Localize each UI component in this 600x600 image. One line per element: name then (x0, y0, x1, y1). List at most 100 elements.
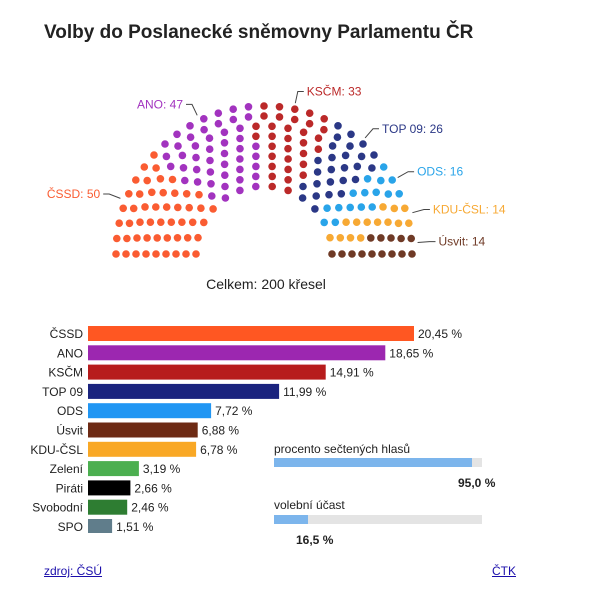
seat-cssd (142, 250, 150, 258)
bar-value-ods: 7,72 % (215, 404, 253, 418)
seat-top-09 (328, 153, 336, 162)
bar-label-cssd: ČSSD (50, 326, 84, 341)
seat-ano (207, 180, 215, 188)
seat-ano (206, 156, 214, 165)
parliament-labels: ČSSD: 50 ANO: 47 KSČM: 33 TOP 09: 26 ODS: 16… (47, 84, 506, 249)
seat-cssd (143, 176, 151, 185)
seat-ano (166, 162, 175, 171)
seat-top-09 (370, 151, 378, 159)
seat-kdu-csl (356, 234, 365, 242)
seat-cssd (188, 218, 197, 227)
seat-cssd (182, 190, 191, 198)
bar-value-svobodni: 2,46 % (131, 501, 169, 515)
seat-kscm (268, 182, 277, 191)
agency-link[interactable]: ČTK (492, 564, 516, 578)
seat-kscm (320, 125, 328, 134)
seat-kscm (314, 134, 323, 142)
seat-ods (372, 188, 381, 197)
bar-value-ano: 18,65 % (389, 346, 433, 360)
total-seats-label: Celkem: 200 křesel (206, 276, 326, 292)
seat-kscm (268, 122, 276, 131)
seat-cssd (152, 164, 160, 172)
seat-ano (252, 162, 260, 171)
bar-label-svobodni: Svobodní (32, 501, 83, 515)
label-connector-kscm (294, 91, 304, 104)
seat-ods (346, 203, 355, 212)
seat-ano (236, 176, 244, 184)
seat-usvit (387, 234, 395, 242)
seat-usvit (328, 250, 336, 258)
seat-cssd (159, 188, 167, 197)
bar-spo (88, 519, 113, 533)
seat-top-09 (339, 176, 348, 185)
seat-ano (174, 142, 182, 150)
seat-ano (200, 125, 208, 134)
seat-ano (220, 128, 229, 137)
bar-top-09 (88, 383, 280, 399)
seat-kscm (252, 122, 260, 131)
seat-ano (193, 178, 202, 186)
seat-top-09 (347, 130, 355, 139)
seat-kdu-csl (336, 234, 345, 242)
seat-ods (377, 176, 385, 185)
seat-top-09 (313, 180, 321, 188)
chart-title: Volby do Poslanecké sněmovny Parlamentu … (44, 22, 474, 43)
seat-cssd (192, 250, 200, 258)
seat-cssd (172, 250, 180, 258)
seat-top-09 (334, 122, 342, 130)
seat-usvit (408, 250, 416, 258)
seat-usvit (338, 250, 346, 258)
seat-cssd (132, 176, 140, 184)
seat-kscm (284, 165, 292, 174)
seat-label-usvit: Úsvit: 14 (439, 234, 486, 249)
turnout-label: volební účast (274, 498, 345, 512)
seat-kscm (268, 152, 276, 161)
seat-cssd (122, 250, 130, 258)
bar-label-spo: SPO (58, 520, 83, 533)
seat-ano (206, 168, 215, 176)
bar-label-usvit: Úsvit (56, 423, 83, 438)
seat-cssd (115, 219, 123, 227)
seat-cssd (143, 234, 151, 242)
bar-ods (88, 403, 212, 419)
seat-cssd (135, 190, 144, 198)
seat-ano (236, 124, 244, 133)
seat-cssd (162, 250, 170, 258)
seat-ano (236, 144, 244, 153)
seat-kscm (284, 124, 292, 133)
seat-ano (181, 176, 189, 185)
seat-ods (357, 203, 366, 211)
seat-cssd (209, 205, 217, 213)
seat-top-09 (341, 151, 350, 160)
seat-ano (221, 171, 229, 179)
seat-usvit (367, 234, 375, 242)
seat-cssd (182, 250, 190, 258)
bar-value-kdu-csl: 6,78 % (200, 443, 238, 457)
seat-ano (221, 194, 230, 202)
seat-usvit (398, 250, 406, 258)
bar-svobodni (88, 499, 128, 515)
seat-ods (349, 189, 358, 197)
seat-ano (191, 142, 200, 150)
seat-kdu-csl (390, 204, 399, 213)
bar-value-top-09: 11,99 % (283, 385, 326, 399)
seat-cssd (167, 218, 176, 226)
bar-kdu-csl (88, 441, 197, 457)
seat-ano (252, 152, 260, 161)
bar-zeleni (88, 461, 139, 477)
seat-top-09 (357, 152, 366, 161)
seat-cssd (156, 175, 165, 183)
seat-usvit (358, 250, 366, 258)
seat-ods (361, 188, 369, 197)
seat-cssd (148, 188, 156, 197)
seat-cssd (185, 203, 193, 212)
seat-cssd (119, 204, 127, 213)
seat-ano (252, 172, 260, 181)
turnout-value: 16,5 % (296, 533, 334, 547)
seat-ano (186, 133, 195, 141)
seat-ods (323, 204, 331, 212)
seat-kscm (252, 132, 260, 141)
seat-cssd (153, 234, 161, 242)
source-link[interactable]: zdroj: ČSÚ (44, 564, 103, 578)
seat-top-09 (359, 140, 367, 148)
